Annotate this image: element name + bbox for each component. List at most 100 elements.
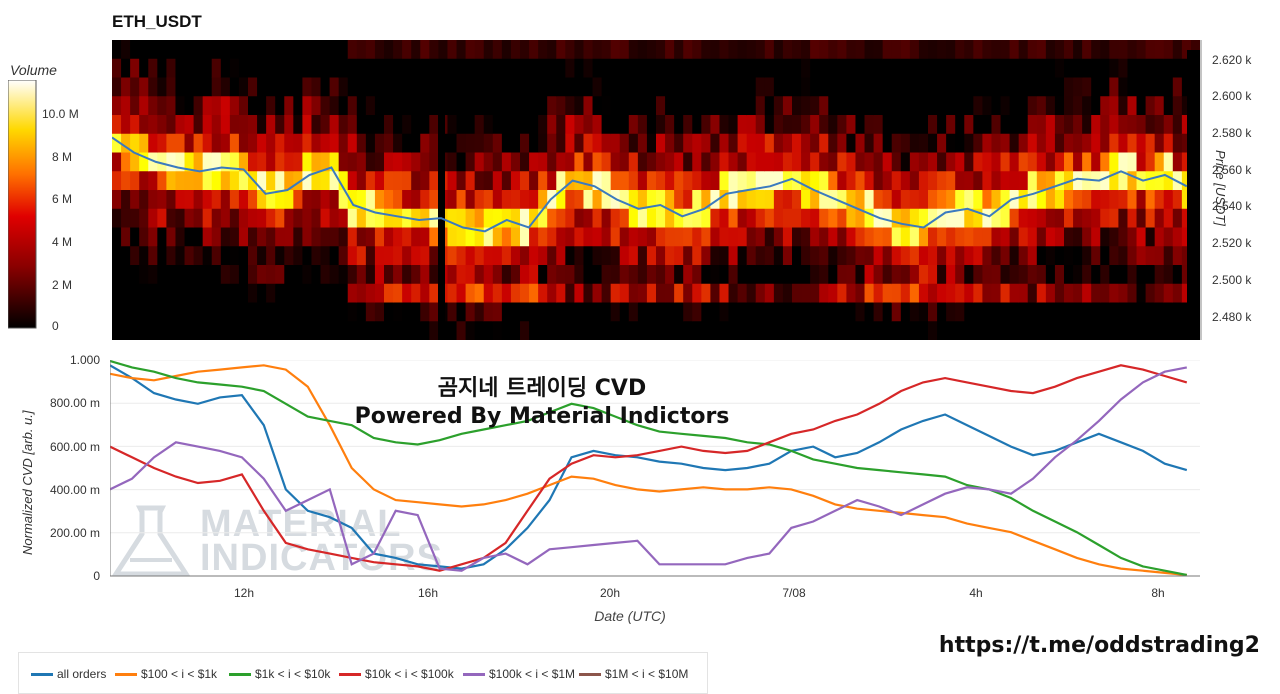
heatmap-cell	[565, 115, 575, 135]
heatmap-cell	[637, 133, 648, 154]
heatmap-cell	[1018, 302, 1029, 322]
heatmap-cell	[1172, 265, 1183, 285]
heatmap-cell	[864, 115, 875, 135]
heatmap-cell	[465, 246, 476, 266]
heatmap-cell	[837, 96, 847, 116]
heatmap-cell	[157, 227, 167, 247]
heatmap-cell	[1054, 96, 1065, 116]
heatmap-cell	[202, 171, 213, 191]
heatmap-cell	[456, 265, 467, 285]
heatmap-cell	[592, 152, 603, 172]
legend-swatch	[31, 672, 53, 676]
legend-item[interactable]: $100 < i < $1k	[115, 667, 217, 681]
heatmap-cell	[565, 133, 575, 154]
heatmap-cell	[873, 77, 884, 97]
heatmap-cell	[728, 190, 739, 210]
heatmap-cell	[302, 302, 313, 322]
chart-title: ETH_USDT	[112, 12, 202, 31]
legend-item[interactable]: $1M < i < $10M	[579, 667, 688, 681]
heatmap-cell	[1054, 152, 1065, 172]
heatmap-cell	[810, 58, 820, 79]
heatmap-cell	[819, 208, 829, 229]
heatmap-cell	[1181, 96, 1192, 116]
heatmap-cell	[828, 208, 838, 229]
heatmap-cell	[737, 152, 748, 172]
heatmap-cell	[1027, 96, 1038, 116]
heatmap-cell	[139, 265, 149, 285]
heatmap-cell	[211, 115, 222, 135]
heatmap-cell	[928, 190, 938, 210]
legend-item[interactable]: $100k < i < $1M	[463, 667, 575, 681]
heatmap-cell	[810, 190, 820, 210]
heatmap-cell	[384, 152, 394, 172]
heatmap-cell	[220, 283, 231, 304]
heatmap-cell	[583, 171, 594, 191]
heatmap-cell	[411, 115, 421, 135]
heatmap-cell	[529, 58, 539, 79]
heatmap-cell	[909, 283, 920, 304]
heatmap-cell	[1118, 246, 1129, 266]
heatmap-cell	[520, 171, 530, 191]
heatmap-cell	[1154, 96, 1165, 116]
heatmap-cell	[121, 246, 131, 266]
heatmap-cell	[501, 246, 512, 266]
heatmap-cell	[302, 171, 313, 191]
heatmap-cell	[529, 265, 539, 285]
legend-item[interactable]: $1k < i < $10k	[229, 667, 330, 681]
heatmap-cell	[637, 40, 648, 60]
heatmap-cell	[483, 227, 494, 247]
heatmap-cell	[964, 115, 974, 135]
heatmap-cell	[583, 246, 594, 266]
legend-item[interactable]: $10k < i < $100k	[339, 667, 454, 681]
heatmap-cell	[619, 190, 630, 210]
heatmap-cell	[1082, 152, 1092, 172]
heatmap-cell	[773, 133, 784, 154]
heatmap-cell	[257, 77, 267, 97]
heatmap-cell	[1027, 227, 1038, 247]
heatmap-cell	[937, 321, 947, 340]
heatmap-cell	[293, 246, 303, 266]
heatmap-cell	[420, 152, 430, 172]
heatmap-cell	[782, 283, 793, 304]
heatmap-cell	[973, 283, 983, 304]
heatmap-cell	[764, 133, 775, 154]
heatmap-cell	[483, 115, 494, 135]
heatmap-cell	[592, 302, 603, 322]
heatmap-cell	[955, 321, 965, 340]
heatmap-cell	[465, 321, 476, 340]
legend-item[interactable]: all orders	[31, 667, 106, 681]
heatmap-cell	[257, 40, 267, 60]
heatmap-cell	[447, 283, 458, 304]
heatmap-cell	[520, 321, 530, 340]
heatmap-cell	[565, 77, 575, 97]
heatmap-cell	[356, 152, 367, 172]
heatmap-cell	[510, 96, 521, 116]
heatmap-cell	[1064, 302, 1074, 322]
heatmap-cell	[918, 171, 929, 191]
heatmap-cell	[900, 152, 911, 172]
heatmap-cell	[991, 227, 1002, 247]
heatmap-cell	[782, 190, 793, 210]
heatmap-cell	[1018, 77, 1029, 97]
heatmap-cell	[946, 40, 956, 60]
heatmap-cell	[429, 265, 439, 285]
heatmap-cell	[220, 190, 231, 210]
heatmap-cell	[1054, 302, 1065, 322]
price-tick: 2.480 k	[1212, 310, 1252, 324]
heatmap-cell	[728, 77, 739, 97]
heatmap-cell	[955, 190, 965, 210]
heatmap-cell	[520, 302, 530, 322]
heatmap-cell	[356, 96, 367, 116]
heatmap-cell	[157, 96, 167, 116]
time-tick: 16h	[417, 586, 439, 600]
heatmap-cell	[112, 96, 122, 116]
heatmap-cell	[184, 283, 195, 304]
heatmap-cell	[837, 208, 847, 229]
heatmap-cell	[139, 171, 149, 191]
telegram-link[interactable]: https://t.me/oddstrading2	[938, 633, 1260, 658]
heatmap-cell	[157, 190, 167, 210]
heatmap-cell	[964, 283, 974, 304]
heatmap-cell	[737, 58, 748, 79]
heatmap-cell	[465, 152, 476, 172]
heatmap-cell	[510, 40, 521, 60]
